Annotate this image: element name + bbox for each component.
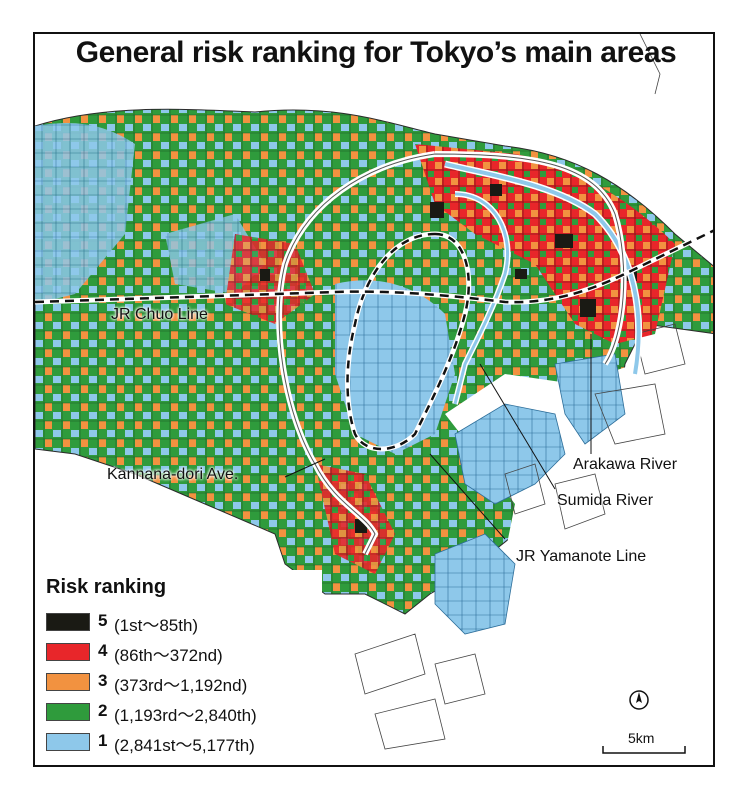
reclaimed-land [554,353,626,445]
legend-item-4: 4 (86th〜372nd) [46,638,322,666]
reclaimed-land [434,533,516,635]
leader-lines [284,334,592,540]
sumida-river [453,192,510,405]
risk-map [35,34,713,765]
legend-item-3: 3 (373rd〜1,192nd) [46,668,322,696]
scale-label: 5km [628,730,655,746]
legend-swatch [46,613,90,631]
reclaimed-land [335,354,713,765]
legend-rank: 2 [98,701,108,720]
arakawa-river-label: Arakawa River [573,456,678,473]
legend: Risk ranking 5 (1st〜85th) 4 (86th〜372nd)… [38,570,322,765]
legend-swatch [46,673,90,691]
arakawa-river [444,162,641,375]
legend-range: (373rd〜1,192nd) [114,676,248,695]
kannana-road-label: Kannana-dori Ave. [107,466,239,483]
legend-rank: 4 [98,641,108,660]
legend-item-1: 1 (2,841st〜5,177th) [46,728,322,756]
high-risk-zone [415,144,675,344]
legend-swatch [46,733,90,751]
legend-range: (1st〜85th) [114,616,199,635]
chuo-line [35,229,713,304]
legend-item-5: 5 (1st〜85th) [46,608,322,636]
blue-zone [35,123,135,304]
legend-rank: 1 [98,731,108,750]
legend-swatch [46,703,90,721]
map-frame: General risk ranking for Tokyo’s main ar… [33,32,715,767]
legend-item-2: 2 (1,193rd〜2,840th) [46,698,322,726]
scale-bar [602,746,686,754]
legend-range: (86th〜372nd) [114,646,223,665]
piers [354,34,686,750]
yamanote-line [346,232,470,451]
reclaimed-land [454,403,566,505]
legend-rank: 5 [98,611,108,630]
north-arrow-icon [629,690,649,710]
legend-range: (2,841st〜5,177th) [114,736,255,755]
map-title: General risk ranking for Tokyo’s main ar… [75,36,677,69]
legend-swatch [46,643,90,661]
legend-range: (1,193rd〜2,840th) [114,706,257,725]
legend-rank: 3 [98,671,108,690]
kannana-road [278,153,625,555]
sumida-river-label: Sumida River [557,492,654,509]
yamanote-line-label: JR Yamanote Line [516,548,647,565]
legend-title: Risk ranking [46,576,167,598]
chuo-line-label: JR Chuo Line [111,306,208,323]
